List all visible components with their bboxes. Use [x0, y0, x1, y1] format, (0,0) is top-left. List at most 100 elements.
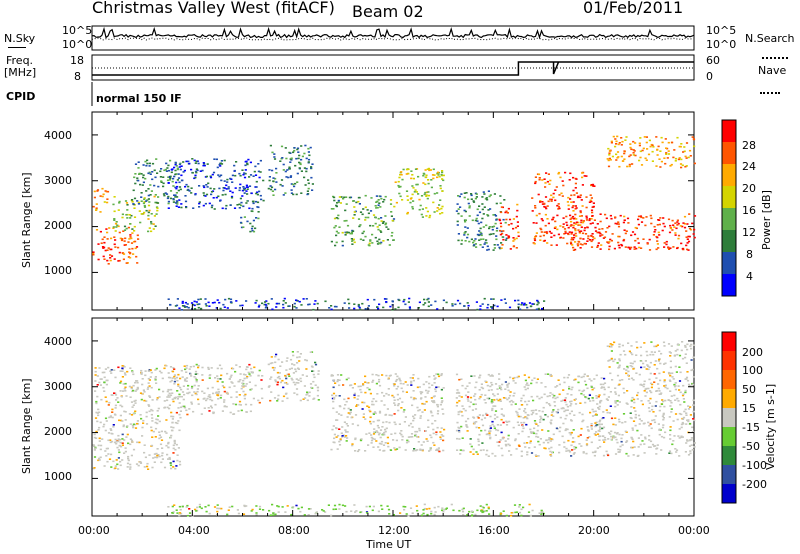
range-cell	[328, 307, 331, 309]
range-cell	[416, 509, 419, 512]
range-cell	[202, 192, 205, 194]
range-cell	[550, 200, 553, 202]
range-cell	[537, 436, 540, 438]
range-cell	[411, 206, 414, 208]
range-cell	[98, 440, 101, 442]
range-cell	[466, 302, 469, 304]
range-cell	[93, 196, 96, 199]
range-cell	[303, 514, 306, 516]
range-cell	[524, 411, 527, 414]
range-cell	[458, 427, 461, 429]
range-cell	[585, 444, 589, 447]
range-cell	[484, 429, 487, 432]
range-cell	[484, 413, 488, 416]
range-cell	[312, 380, 315, 383]
range-cell	[687, 383, 691, 386]
range-cell	[347, 412, 350, 414]
noise-tick-top-right: 10^5	[706, 24, 737, 37]
range-cell	[579, 237, 582, 240]
range-cell	[339, 438, 342, 440]
range-cell	[544, 206, 547, 208]
range-cell	[195, 393, 198, 396]
range-cell	[495, 429, 498, 431]
range-cell	[512, 237, 515, 239]
range-cell	[553, 394, 556, 397]
range-cell	[628, 378, 631, 380]
range-cell	[595, 431, 598, 433]
range-cell	[190, 187, 193, 189]
range-cell	[570, 194, 573, 197]
range-cell	[516, 412, 519, 414]
range-cell	[380, 400, 383, 402]
range-cell	[570, 237, 574, 239]
range-cell	[573, 222, 576, 224]
range-cell	[508, 444, 511, 447]
range-cell	[303, 167, 306, 169]
range-cell	[340, 196, 343, 198]
range-cell	[211, 204, 214, 207]
range-cell	[131, 370, 134, 372]
range-cell	[307, 303, 310, 306]
range-cell	[457, 233, 460, 235]
range-cell	[471, 219, 474, 222]
range-cell	[433, 211, 436, 213]
range-cell	[574, 228, 577, 230]
range-cell	[353, 383, 356, 385]
range-cell	[94, 367, 97, 369]
range-cell	[549, 392, 552, 394]
range-cell	[532, 222, 535, 224]
range-cell	[433, 444, 436, 446]
range-cell	[380, 231, 383, 233]
range-cell	[189, 366, 192, 368]
range-cell	[623, 158, 626, 160]
range-cell	[148, 369, 151, 371]
xtick-6: 00:00	[678, 524, 710, 537]
range-cell	[592, 205, 595, 208]
range-cell	[195, 171, 198, 174]
range-cell	[423, 298, 426, 301]
range-cell	[533, 377, 536, 379]
range-cell	[494, 455, 497, 457]
range-cell	[275, 172, 278, 174]
range-cell	[482, 238, 485, 240]
range-cell	[690, 343, 693, 346]
range-cell	[654, 360, 657, 362]
range-cell	[360, 438, 363, 440]
range-cell	[638, 142, 641, 145]
range-cell	[310, 166, 313, 168]
range-cell	[514, 438, 517, 440]
range-cell	[653, 419, 656, 421]
range-cell	[494, 405, 497, 407]
range-cell	[660, 352, 663, 355]
range-cell	[611, 233, 614, 235]
range-cell	[361, 408, 364, 410]
range-cell	[368, 242, 371, 245]
range-cell	[207, 368, 210, 370]
range-cell	[600, 387, 603, 389]
range-cell	[239, 404, 242, 406]
range-cell	[441, 400, 444, 402]
range-cell	[678, 412, 681, 415]
range-cell	[598, 228, 601, 230]
range-cell	[609, 433, 612, 435]
range-cell	[163, 169, 166, 172]
range-cell	[112, 203, 115, 206]
range-cell	[423, 503, 426, 506]
range-cell	[607, 396, 610, 398]
range-cell	[254, 302, 257, 304]
range-cell	[190, 401, 193, 404]
range-cell	[579, 247, 582, 249]
range-cell	[591, 215, 594, 217]
range-cell	[575, 221, 578, 224]
range-cell	[222, 303, 225, 306]
range-cell	[687, 405, 690, 407]
range-cell	[532, 412, 535, 414]
range-cell	[553, 401, 556, 403]
range-cell	[183, 305, 186, 307]
range-cell	[386, 505, 389, 507]
range-cell	[180, 203, 183, 205]
range-cell	[538, 410, 541, 412]
range-cell	[616, 374, 620, 377]
range-cell	[97, 258, 100, 261]
range-cell	[628, 163, 631, 166]
